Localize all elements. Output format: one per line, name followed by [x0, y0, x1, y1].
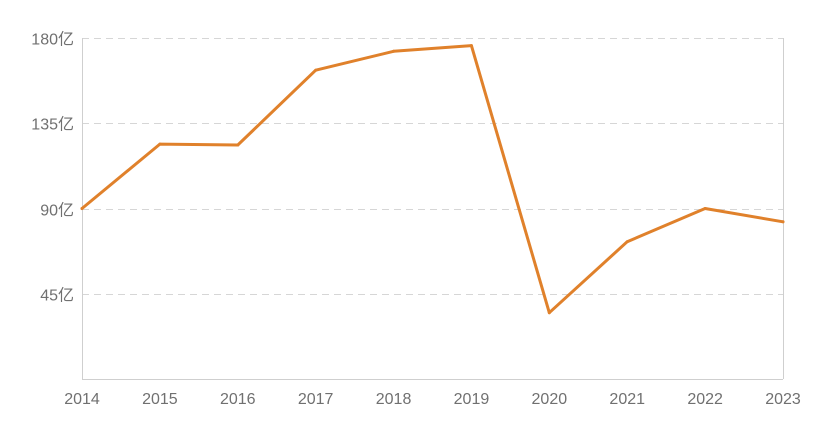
data-point: [703, 207, 707, 210]
data-point: [392, 49, 396, 53]
x-tick-label: 2020: [532, 391, 568, 408]
x-tick-label: 2014: [64, 391, 100, 408]
series-line: [80, 44, 785, 315]
y-tick-label: 180亿: [31, 31, 74, 49]
x-tick-label: 2023: [765, 391, 801, 408]
data-point: [314, 68, 318, 72]
x-tick-label: 2017: [298, 391, 334, 408]
series-layer: [80, 44, 785, 315]
x-tick-label: 2015: [142, 391, 178, 408]
y-tick-label: 45亿: [40, 287, 74, 305]
y-tick-label: 90亿: [40, 202, 74, 220]
y-axis-tick-labels: 180亿 135亿 90亿 45亿: [31, 31, 74, 305]
x-tick-label: 2016: [220, 391, 256, 408]
data-point: [158, 142, 162, 146]
data-point: [469, 44, 473, 48]
data-point: [547, 311, 551, 315]
x-tick-label: 2018: [376, 391, 412, 408]
data-point: [236, 143, 240, 147]
x-tick-label: 2021: [609, 391, 645, 408]
data-point: [80, 207, 84, 210]
x-tick-label: 2019: [454, 391, 490, 408]
x-axis-tick-labels: 2014 2015 2016 2017 2018 2019 2020 2021 2022 2023: [64, 391, 801, 408]
gridlines: [82, 38, 783, 295]
axes: [82, 38, 784, 380]
x-tick-label: 2022: [687, 391, 723, 408]
data-point: [781, 220, 785, 224]
data-point: [625, 240, 629, 244]
y-tick-label: 135亿: [31, 116, 74, 134]
